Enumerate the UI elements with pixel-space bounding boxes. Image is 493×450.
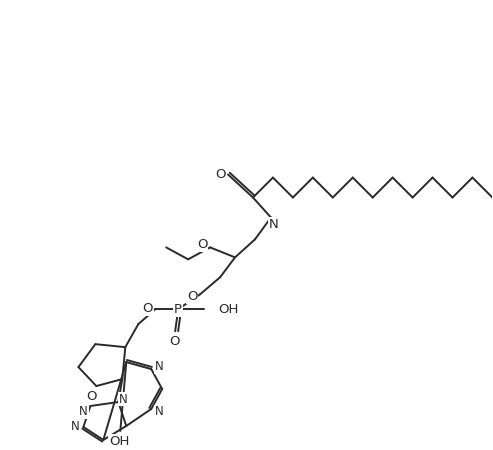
Text: O: O — [187, 290, 197, 303]
Text: P: P — [174, 303, 182, 316]
Text: O: O — [169, 335, 179, 348]
Text: O: O — [142, 302, 152, 315]
Text: N: N — [79, 405, 88, 418]
Text: O: O — [197, 238, 208, 251]
Text: N: N — [269, 218, 279, 231]
Text: O: O — [215, 168, 225, 181]
Text: O: O — [86, 390, 97, 402]
Text: OH: OH — [109, 436, 130, 448]
Text: N: N — [155, 405, 164, 418]
Text: OH: OH — [218, 303, 239, 316]
Text: N: N — [155, 360, 164, 373]
Text: N: N — [71, 420, 80, 433]
Text: N: N — [119, 392, 128, 405]
